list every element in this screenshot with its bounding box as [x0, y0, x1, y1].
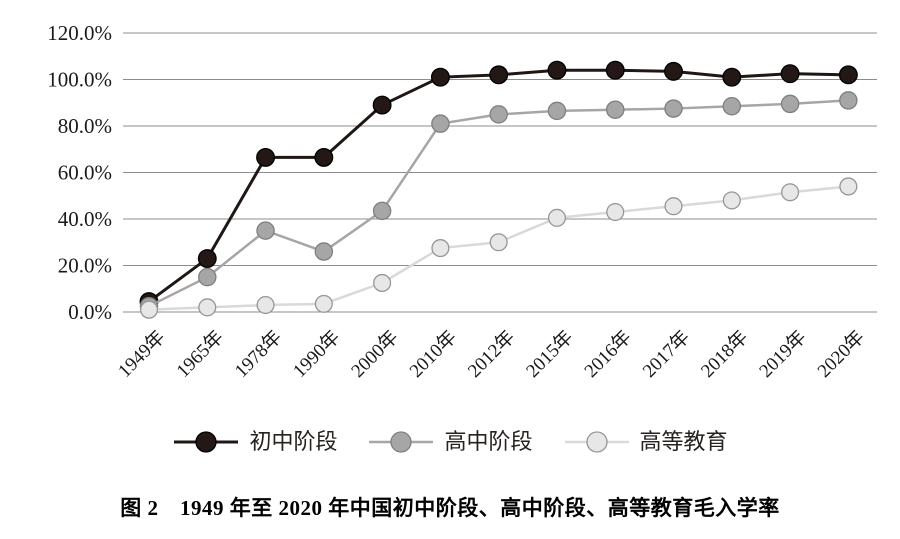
x-tick-label: 2012年: [463, 326, 519, 382]
data-point-marker: [605, 100, 625, 119]
data-point-marker: [256, 221, 275, 240]
data-point-marker: [256, 295, 275, 315]
data-point-marker: [139, 300, 159, 319]
data-point-marker: [431, 239, 450, 258]
x-tick-label: 2000年: [347, 326, 403, 382]
data-point-marker: [780, 94, 800, 114]
data-point-marker: [839, 177, 858, 196]
legend-label: 高中阶段: [444, 429, 533, 454]
data-point-marker: [314, 242, 334, 261]
data-point-marker: [314, 147, 334, 167]
y-tick-label: 80.0%: [58, 114, 112, 138]
y-tick-label: 20.0%: [58, 254, 112, 278]
legend-item-高等教育: 高等教育: [563, 429, 728, 455]
series-line-高中阶段: [148, 99, 849, 308]
data-point-marker: [489, 233, 508, 252]
data-point-marker: [780, 64, 800, 84]
x-tick-label: 1978年: [230, 326, 286, 382]
y-tick-label: 100.0%: [47, 68, 112, 92]
data-point-marker: [430, 67, 450, 87]
data-point-marker: [722, 96, 742, 116]
legend-marker-icon: [564, 431, 629, 453]
data-point-marker: [839, 91, 858, 110]
figure-caption: 图 2 1949 年至 2020 年中国初中阶段、高中阶段、高等教育毛入学率: [120, 496, 780, 520]
data-point-marker: [431, 114, 450, 133]
data-point-marker: [198, 267, 217, 287]
data-point-marker: [197, 249, 217, 268]
data-point-marker: [722, 67, 742, 87]
data-point-marker: [606, 202, 625, 222]
line-chart: 0.0% 20.0% 40.0% 60.0% 80.0% 100.0% 120.0% 1949…: [47, 21, 877, 382]
data-point-marker: [547, 208, 567, 227]
data-point-marker: [314, 294, 333, 313]
x-tick-label: 1990年: [289, 326, 345, 382]
legend-label: 高等教育: [639, 429, 728, 454]
legend-marker-icon: [369, 431, 434, 453]
legend-item-初中阶段: 初中阶段: [172, 429, 337, 455]
data-point-marker: [372, 95, 392, 115]
legend-item-高中阶段: 高中阶段: [367, 429, 533, 455]
data-point-marker: [664, 99, 683, 118]
data-point-marker: [838, 65, 858, 85]
data-point-marker: [489, 105, 508, 124]
data-point-marker: [547, 60, 567, 80]
legend: 初中阶段 高中阶段 高等教育: [0, 428, 900, 456]
x-tick-label: 1965年: [172, 326, 228, 382]
y-tick-label: 0.0%: [68, 300, 112, 324]
x-tick-label: 2010年: [405, 326, 461, 382]
x-tick-label: 2016年: [580, 326, 636, 382]
y-tick-label: 40.0%: [58, 207, 112, 231]
x-tick-label: 2017年: [638, 326, 694, 382]
data-point-marker: [664, 61, 683, 81]
legend-label: 初中阶段: [249, 429, 338, 454]
data-point-marker: [372, 201, 392, 221]
legend-marker-icon: [174, 431, 239, 453]
y-tick-label: 60.0%: [58, 161, 112, 185]
y-tick-label: 120.0%: [47, 21, 112, 45]
data-point-marker: [256, 147, 276, 167]
x-tick-label: 2018年: [696, 326, 752, 382]
x-tick-label: 2020年: [813, 326, 869, 382]
data-point-marker: [605, 60, 625, 80]
data-point-marker: [489, 65, 509, 85]
data-point-marker: [198, 298, 217, 317]
data-point-marker: [547, 101, 567, 121]
data-point-marker: [781, 183, 800, 202]
data-point-marker: [373, 273, 392, 292]
x-tick-label: 2019年: [755, 326, 811, 382]
data-point-marker: [664, 197, 683, 216]
x-tick-label: 1949年: [114, 326, 170, 382]
x-tick-label: 2015年: [522, 326, 578, 382]
data-point-marker: [722, 191, 741, 210]
